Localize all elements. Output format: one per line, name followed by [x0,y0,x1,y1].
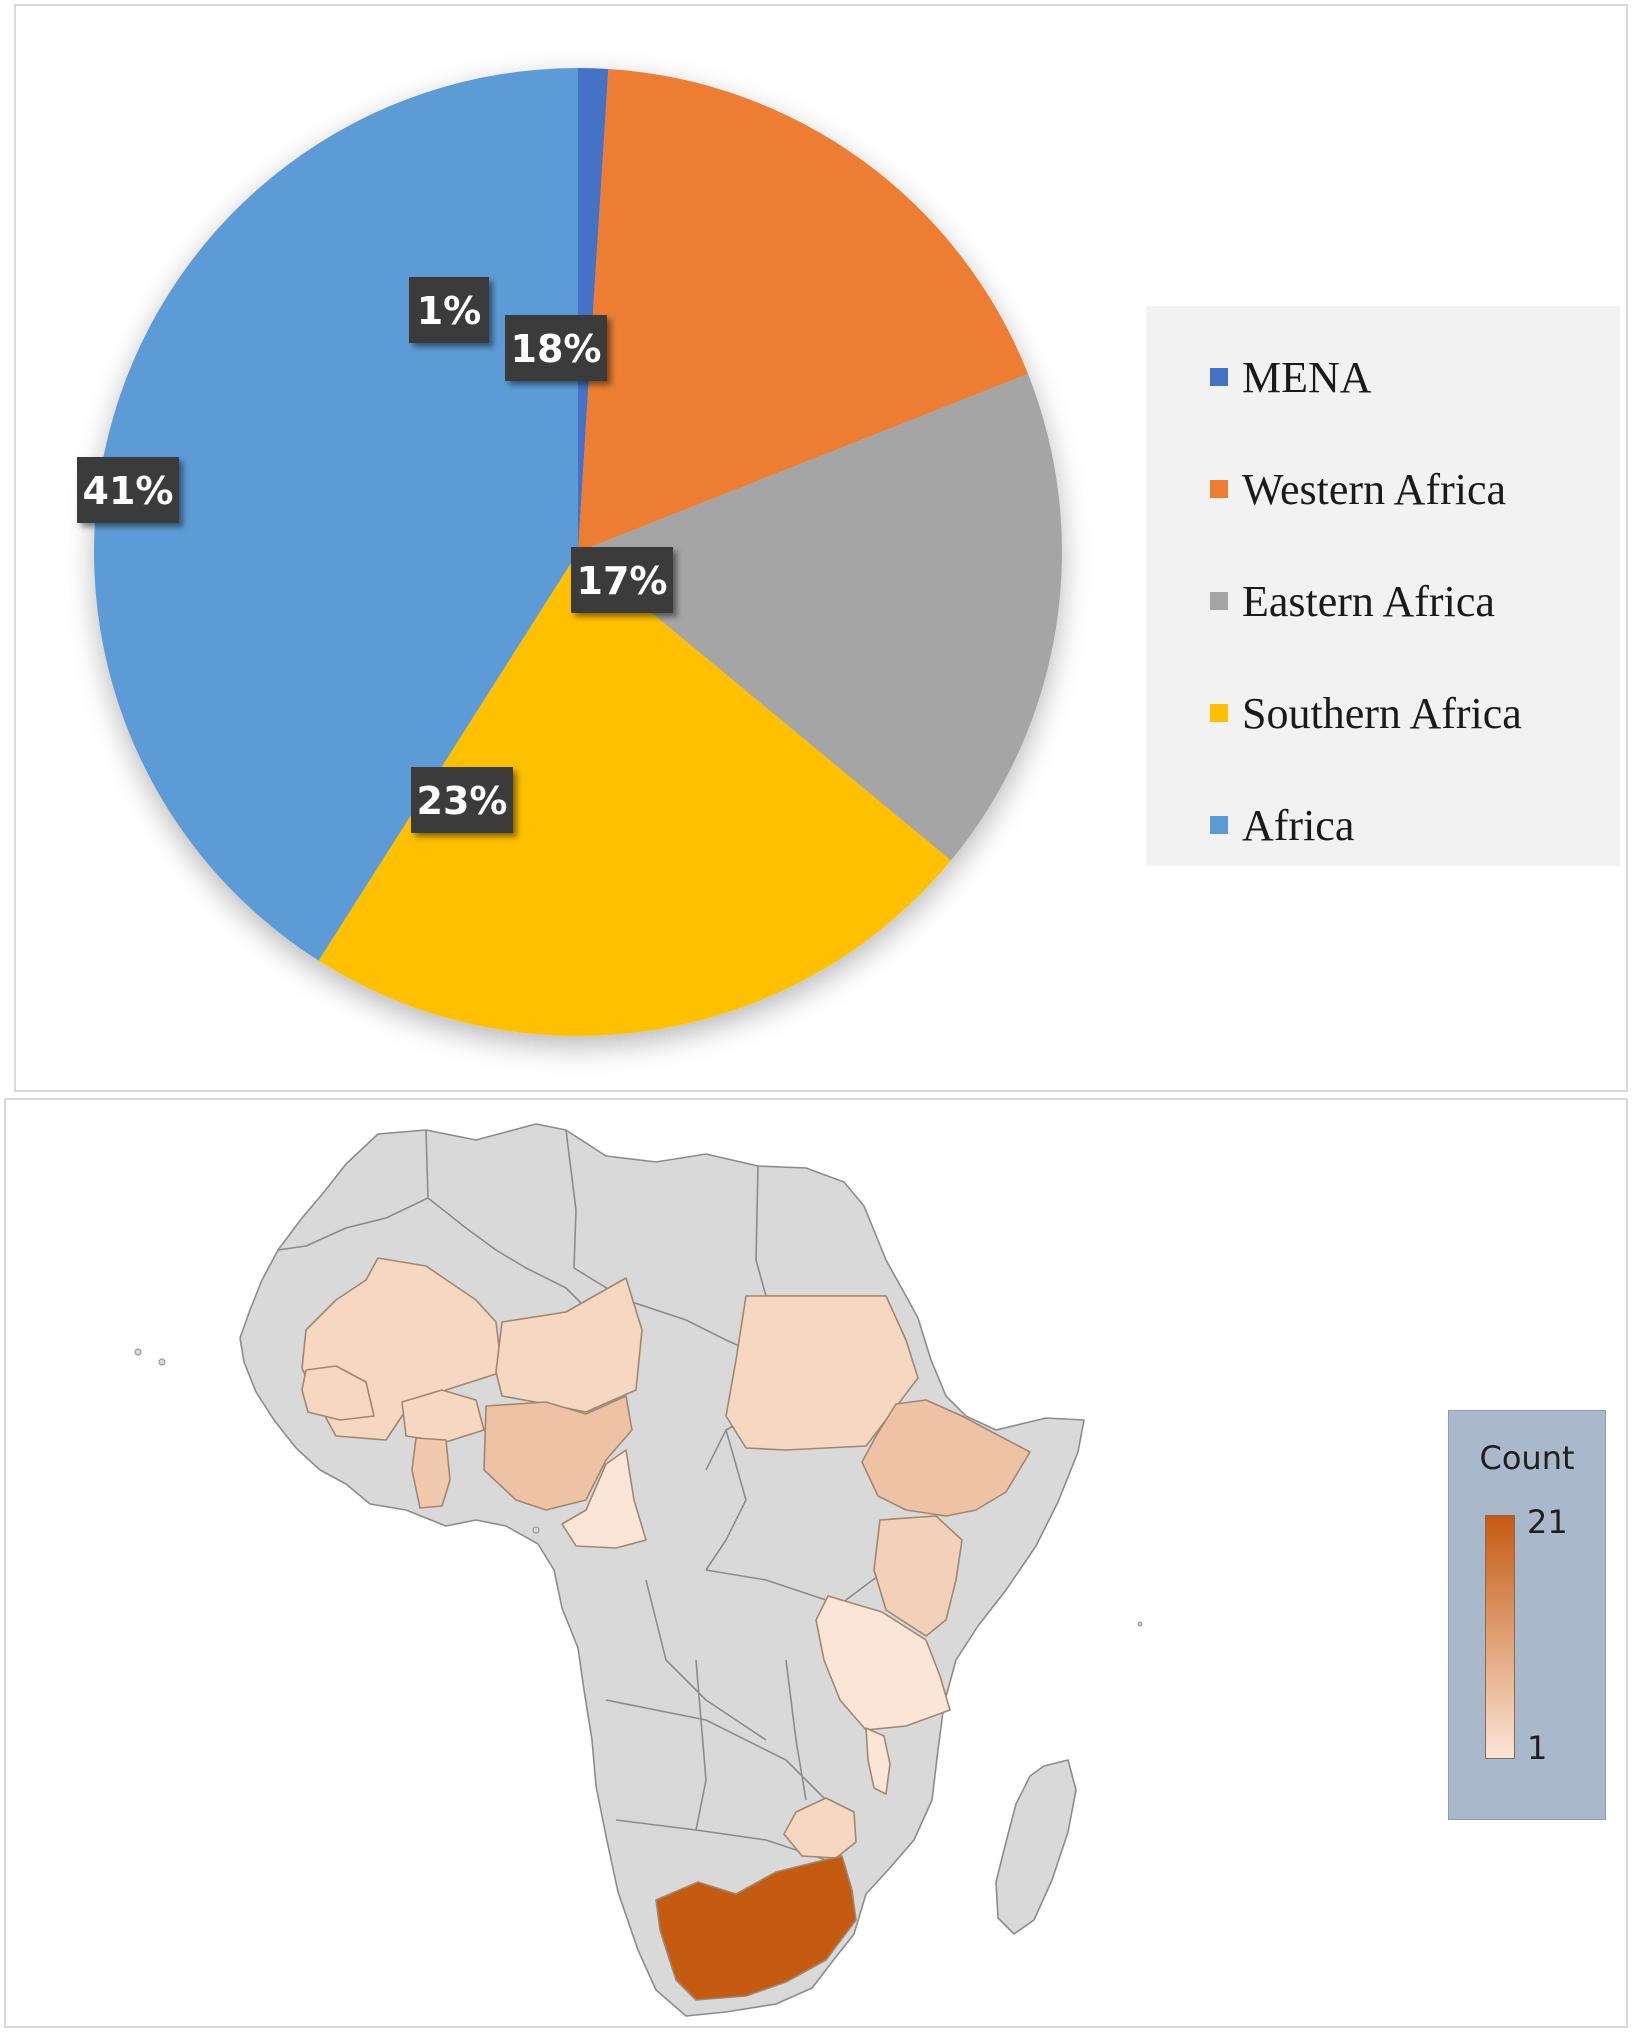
island [134,1348,142,1356]
pie-chart: 1% 18% 17% 23% 41% [77,68,1062,1036]
legend-swatch [1210,816,1228,834]
pie-data-label: 18% [505,315,607,381]
island [1137,1621,1143,1627]
legend-swatch [1210,480,1228,498]
pie-data-label: 41% [77,457,179,523]
pie-data-label-text: 17% [577,559,668,603]
region-tanzania [815,1595,951,1731]
pie-data-label-box [571,547,673,613]
island [158,1358,166,1366]
region-ethiopia [861,1399,1031,1517]
map-panel: Count 21 1 [4,1098,1628,2028]
legend-label: Western Africa [1242,464,1506,514]
count-max-label: 21 [1527,1503,1568,1541]
legend-label: Africa [1242,800,1355,850]
islands [134,1348,1143,1627]
legend-swatch [1210,368,1228,386]
pie-slice-southern-africa [318,552,951,1036]
pie-data-label-box [505,315,607,381]
legend-item-southern-africa: Southern Africa [1210,688,1522,738]
legend-item-africa: Africa [1210,800,1354,850]
region-zimbabwe [783,1797,857,1859]
pie-chart-panel: 1% 18% 17% 23% 41% MENA Western Africa Easte… [14,4,1628,1092]
legend-label: Southern Africa [1242,688,1522,738]
pie-data-label: 17% [571,547,673,613]
region-senegal [301,1365,375,1421]
region-cameroon [561,1449,647,1549]
country-borders [277,1129,947,1861]
region-malawi [865,1727,891,1795]
count-color-ramp [1485,1515,1515,1759]
region-ghana [411,1437,451,1509]
pie-data-label-box [411,767,513,833]
africa-choropleth-map [134,1123,1143,2017]
legend-item-mena: MENA [1210,352,1372,402]
madagascar [995,1759,1077,1935]
pie-data-label-box [409,277,489,343]
pie-data-label-text: 1% [417,289,482,333]
legend-label: Eastern Africa [1242,576,1495,626]
region-nigeria [483,1395,633,1511]
island [532,1526,540,1534]
legend-swatch [1210,592,1228,610]
pie-data-label-text: 41% [83,469,174,513]
legend-label: MENA [1242,352,1372,402]
count-legend: Count 21 1 [1448,1410,1606,1820]
count-legend-title: Count [1479,1439,1575,1477]
pie-slice-mena [578,68,609,552]
region-sudan [725,1295,919,1451]
pie-data-label: 23% [411,767,513,833]
legend-item-western-africa: Western Africa [1210,464,1506,514]
region-kenya [873,1515,963,1637]
legend-item-eastern-africa: Eastern Africa [1210,576,1495,626]
count-min-label: 1 [1527,1729,1548,1767]
pie-data-label: 1% [409,277,489,343]
region-niger [495,1277,643,1413]
pie-data-label-text: 23% [417,779,508,823]
legend-swatch [1210,704,1228,722]
pie-legend: MENA Western Africa Eastern Africa South… [1146,306,1620,866]
region-burkina-faso [401,1389,485,1443]
pie-slice-western-africa [578,68,1029,552]
region-south-africa [655,1855,857,2001]
pie-slice-eastern-africa [578,373,1062,861]
pie-data-label-text: 18% [511,327,602,371]
pie-data-label-box [77,457,179,523]
